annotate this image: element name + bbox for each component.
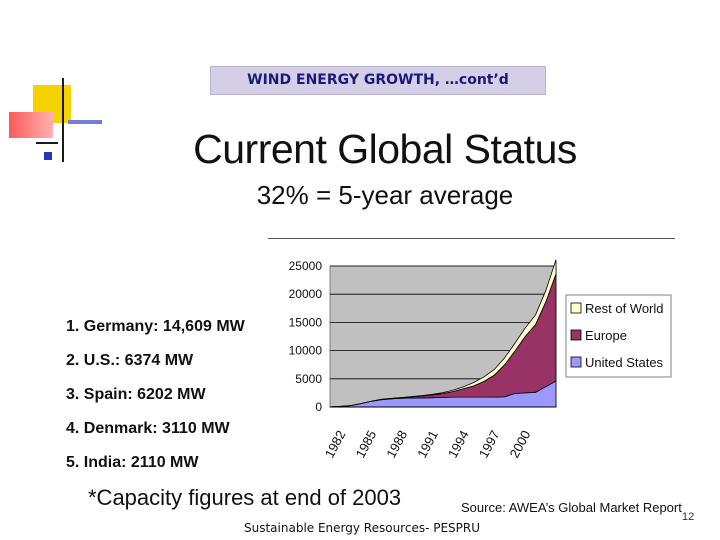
y-tick-label: 0 bbox=[315, 400, 322, 414]
legend-label: Europe bbox=[585, 328, 627, 343]
list-item: 3. Spain: 6202 MW bbox=[66, 386, 206, 403]
list-item: 1. Germany: 14,609 MW bbox=[66, 318, 245, 335]
section-banner: WIND ENERGY GROWTH, …cont’d bbox=[210, 66, 546, 95]
y-tick-label: 5000 bbox=[295, 372, 322, 386]
x-tick-label: 1985 bbox=[352, 428, 379, 461]
decor-blue-square bbox=[44, 152, 52, 160]
slide-subtitle: 32% = 5-year average bbox=[256, 180, 514, 210]
decor-horizontal-line bbox=[36, 142, 58, 144]
area-rest-of-world bbox=[329, 259, 557, 408]
legend-swatch bbox=[570, 302, 582, 314]
x-tick-label: 1988 bbox=[383, 428, 410, 461]
y-tick-label: 10000 bbox=[289, 344, 323, 358]
capacity-footnote: *Capacity figures at end of 2003 bbox=[88, 485, 402, 510]
x-tick-label: 1997 bbox=[476, 428, 503, 461]
legend-label: Rest of World bbox=[585, 301, 664, 316]
legend-swatch bbox=[570, 356, 582, 368]
legend-label: United States bbox=[585, 355, 664, 370]
page-number: 12 bbox=[682, 511, 695, 523]
x-tick-label: 2000 bbox=[507, 428, 534, 461]
capacity-list: 1. Germany: 14,609 MW 2. U.S.: 6374 MW 3… bbox=[66, 318, 245, 488]
y-tick-label: 20000 bbox=[289, 287, 323, 301]
y-tick-label: 25000 bbox=[289, 259, 323, 273]
divider-rule bbox=[268, 238, 675, 239]
x-tick-label: 1994 bbox=[445, 428, 472, 461]
slide-title: Current Global Status bbox=[193, 126, 577, 172]
list-item: 5. India: 2110 MW bbox=[66, 454, 199, 471]
legend-swatch bbox=[570, 329, 582, 341]
x-tick-label: 1991 bbox=[414, 428, 441, 461]
decor-blue-line bbox=[68, 120, 102, 124]
source-citation: Source: AWEA’s Global Market Report bbox=[461, 500, 682, 515]
list-item: 4. Denmark: 3110 MW bbox=[66, 420, 230, 437]
decor-vertical-line bbox=[62, 78, 64, 162]
y-tick-label: 15000 bbox=[289, 315, 323, 329]
decor-red-bar bbox=[9, 112, 53, 138]
list-item: 2. U.S.: 6374 MW bbox=[66, 352, 194, 369]
legend-box bbox=[565, 294, 672, 378]
slide-footer: Sustainable Energy Resources- PESPRU bbox=[244, 521, 481, 535]
x-tick-label: 1982 bbox=[322, 428, 349, 461]
